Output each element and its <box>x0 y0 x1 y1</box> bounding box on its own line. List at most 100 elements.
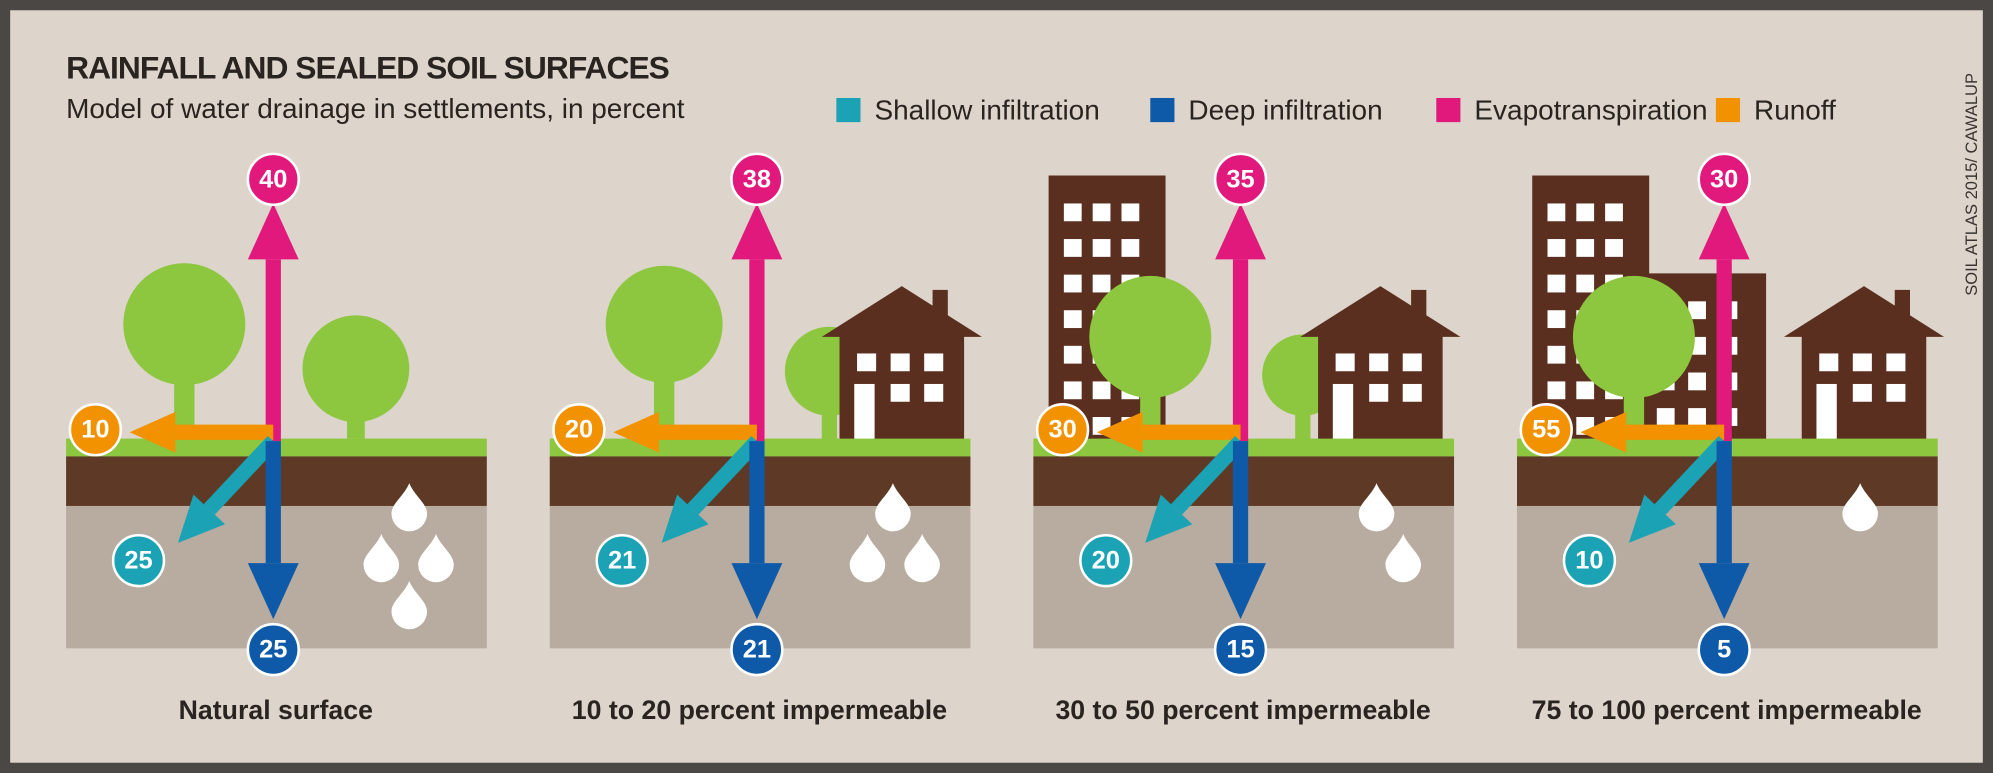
value-badge <box>246 152 300 207</box>
evapotranspiration-arrow-head <box>1215 203 1266 260</box>
shallow-arrow-head <box>661 494 709 543</box>
building-window <box>1547 274 1566 293</box>
house-window <box>890 383 910 402</box>
value-label: 25 <box>124 547 152 575</box>
building-window <box>1121 239 1140 257</box>
house-window <box>1369 383 1389 402</box>
water-drop <box>875 483 911 532</box>
value-label: 21 <box>608 547 636 575</box>
panel-label: 30 to 50 percent impermeable <box>1055 695 1430 725</box>
building-window <box>1547 203 1566 222</box>
building-window <box>1547 381 1566 400</box>
building-window <box>1121 203 1140 222</box>
tree-crown <box>605 265 723 383</box>
building-window <box>1092 203 1111 222</box>
runoff-arrow-head <box>129 411 176 453</box>
value-label: 10 <box>81 416 109 444</box>
value-label: 15 <box>1226 636 1254 664</box>
building-window <box>1547 239 1566 257</box>
house-window <box>890 353 910 372</box>
building-window <box>1605 203 1623 222</box>
building-window <box>1092 239 1111 257</box>
value-label: 40 <box>259 165 287 193</box>
value-badge <box>111 533 166 588</box>
water-drop <box>363 533 400 583</box>
water-drop <box>391 483 428 532</box>
value-label: 10 <box>1575 547 1603 575</box>
value-badge <box>595 533 649 588</box>
building-window <box>1688 408 1706 426</box>
water-drop <box>418 533 454 583</box>
deep-arrow-head <box>247 563 299 620</box>
evapotranspiration-arrow-head <box>1698 203 1750 260</box>
water-drop <box>391 580 428 630</box>
shallow-arrow-head <box>177 494 226 543</box>
shallow-arrow-head <box>1145 494 1193 543</box>
value-badge <box>68 403 123 457</box>
building-window <box>1688 372 1706 391</box>
house-window <box>857 353 877 372</box>
building-window <box>1547 345 1566 364</box>
value-badge <box>246 622 300 677</box>
house-window <box>1886 383 1906 402</box>
subtitle: Model of water drainage in settlements, … <box>66 93 685 124</box>
legend-swatch <box>836 97 861 123</box>
value-badge <box>1697 152 1751 207</box>
shallow-arrow-head <box>1628 494 1676 543</box>
runoff-arrow-head <box>1580 411 1627 453</box>
house-window <box>1402 383 1422 402</box>
value-badge <box>1079 533 1133 588</box>
house-window <box>924 353 944 372</box>
value-badge <box>1035 403 1090 457</box>
building-window <box>1605 239 1623 257</box>
tree-crown <box>123 263 246 386</box>
building-window <box>1576 381 1595 400</box>
house-roof <box>821 286 982 337</box>
legend-label: Evapotranspiration <box>1474 94 1707 125</box>
legend-swatch <box>1715 97 1741 123</box>
house-door <box>1816 383 1837 442</box>
deep-arrow-head <box>1698 563 1750 620</box>
evapotranspiration-arrow-head <box>731 203 783 260</box>
building-window <box>1688 301 1706 320</box>
panel-label: 10 to 20 percent impermeable <box>572 695 947 725</box>
legend-swatch <box>1436 97 1461 123</box>
value-badge <box>1213 152 1268 207</box>
house-window <box>1886 353 1906 372</box>
water-drop <box>1842 483 1878 532</box>
house-roof <box>1300 286 1461 337</box>
value-label: 20 <box>1092 547 1120 575</box>
title: RAINFALL AND SEALED SOIL SURFACES <box>66 49 670 85</box>
value-label: 20 <box>565 416 593 444</box>
building-window <box>1547 310 1566 329</box>
value-badge <box>1213 622 1268 677</box>
building-window <box>1656 408 1675 426</box>
value-label: 30 <box>1710 165 1738 193</box>
building-window <box>1092 274 1111 293</box>
house-window <box>1402 353 1422 372</box>
value-label: 5 <box>1717 636 1731 664</box>
runoff-arrow-head <box>1096 411 1143 453</box>
legend-swatch <box>1150 97 1175 123</box>
house-door <box>854 383 875 442</box>
value-label: 25 <box>259 636 287 664</box>
value-badge <box>1519 403 1573 457</box>
shallow-arrow-shaft <box>687 435 763 515</box>
value-label: 35 <box>1226 165 1254 193</box>
value-badge <box>730 622 784 677</box>
water-drop <box>1385 533 1422 583</box>
evapotranspiration-arrow-head <box>247 203 299 260</box>
value-label: 55 <box>1532 416 1560 444</box>
house-window <box>1852 353 1872 372</box>
runoff-arrow-head <box>613 411 660 453</box>
tree-crown <box>1572 275 1695 398</box>
building-window <box>1063 345 1082 364</box>
house-window <box>1335 353 1355 372</box>
building-window <box>1576 239 1595 257</box>
legend-label: Deep infiltration <box>1188 94 1382 125</box>
building-window <box>1063 274 1082 293</box>
house-roof <box>1783 286 1945 337</box>
deep-arrow-head <box>731 563 783 620</box>
